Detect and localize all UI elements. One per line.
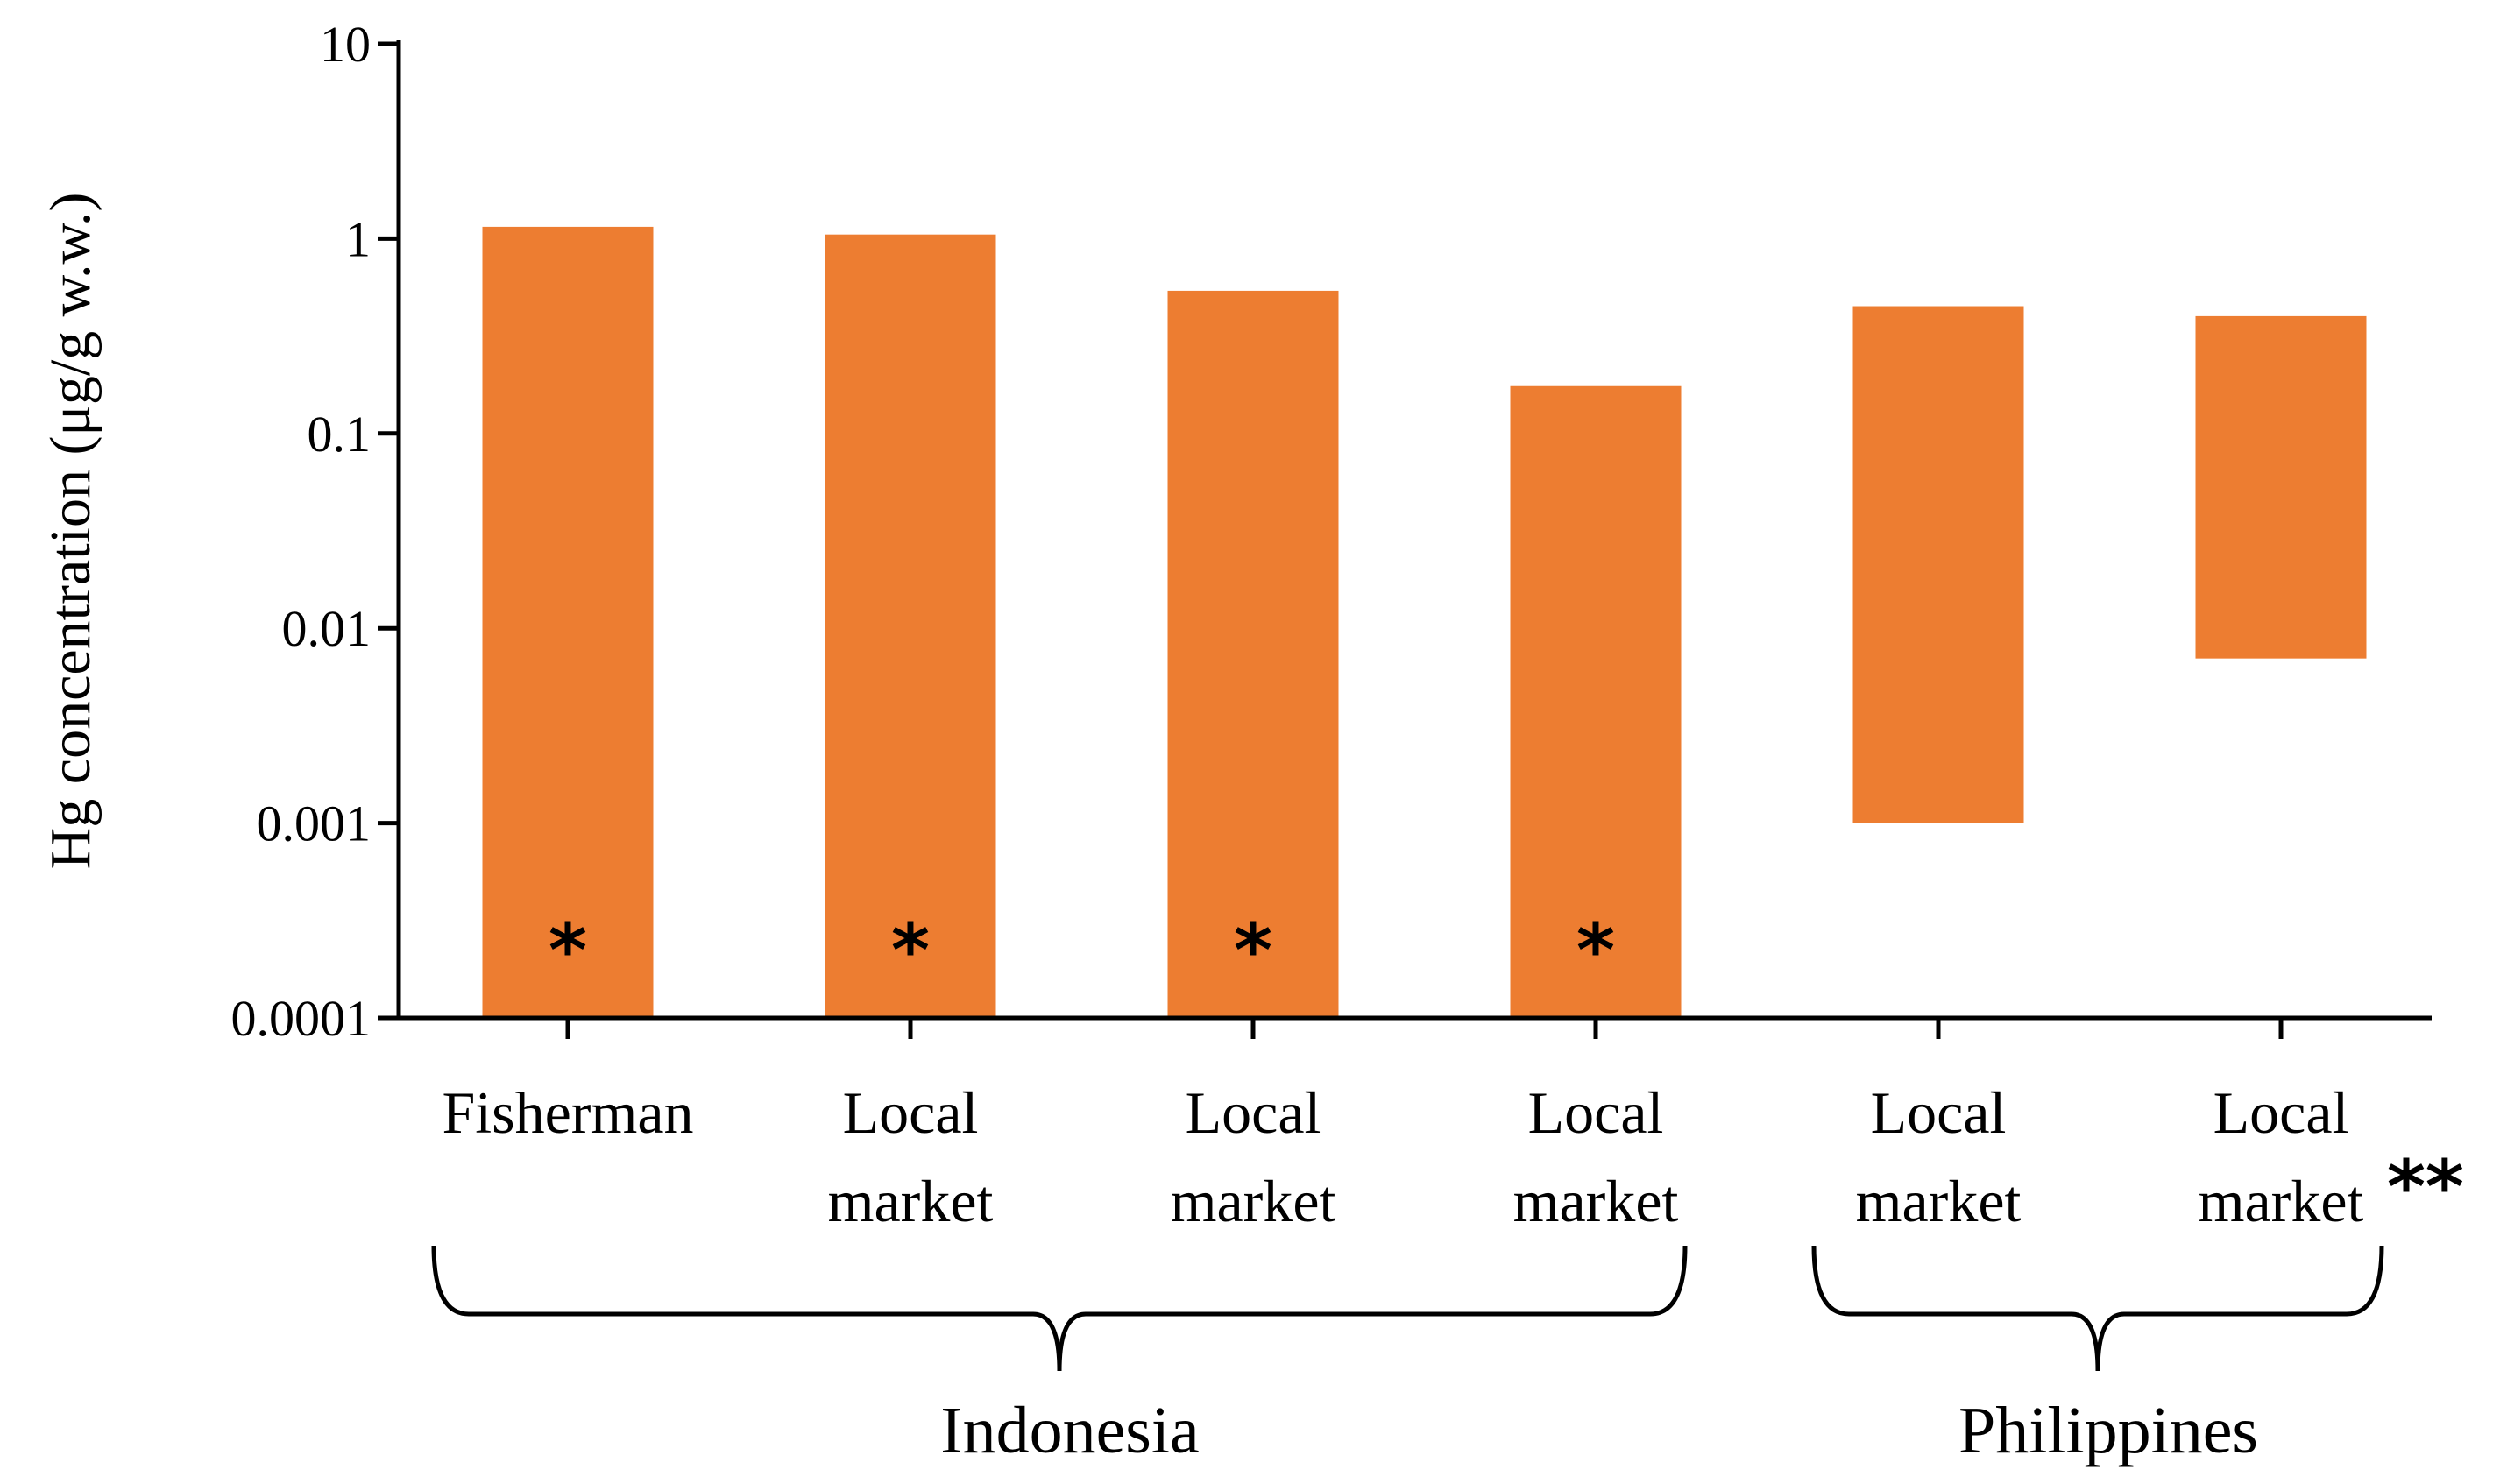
x-tick-label-line1: Local — [1528, 1079, 1664, 1146]
bar-5 — [1852, 306, 2024, 823]
bar-marker-3: * — [1234, 908, 1272, 993]
x-tick-label-line2: market — [828, 1168, 994, 1234]
bar-marker-4: * — [1576, 908, 1615, 993]
x-label-suffix-marker: ** — [2387, 1144, 2464, 1230]
y-tick-label: 0.1 — [308, 406, 372, 463]
x-tick-label-line1: Local — [2213, 1079, 2349, 1146]
x-tick-label-line1: Local — [843, 1079, 979, 1146]
group-label-1: Indonesia — [940, 1394, 1199, 1467]
x-axis: Fisherman Local market Local market Local mark… — [399, 1015, 2464, 1234]
y-tick-label: 10 — [320, 16, 371, 73]
bar-3 — [1167, 290, 1339, 1018]
group-brace-1 — [431, 1245, 1688, 1372]
group-brace-2 — [1811, 1245, 2384, 1372]
group-label-2: Philippines — [1958, 1394, 2258, 1467]
x-tick-label-line2: market — [1171, 1168, 1336, 1234]
x-tick-label-line1: Local — [1871, 1079, 2007, 1146]
bar-marker-2: * — [891, 908, 930, 993]
x-tick-label-line2: market — [1513, 1168, 1679, 1234]
y-tick-label: 1 — [345, 210, 371, 267]
bar-4 — [1510, 385, 1682, 1018]
y-axis: 0.0001 0.001 0.01 0.1 1 10 — [231, 16, 401, 1047]
x-tick-label-line1: Fisherman — [442, 1079, 693, 1146]
bar-6 — [2195, 315, 2367, 659]
y-tick-label: 0.0001 — [231, 990, 372, 1047]
y-tick-label: 0.001 — [257, 795, 372, 852]
group-braces: Indonesia Philippines — [431, 1245, 2384, 1467]
x-tick-label-line2: market — [1856, 1168, 2022, 1234]
bar-2 — [825, 234, 996, 1018]
bars: * * * * — [482, 226, 2367, 1019]
y-tick-label: 0.01 — [282, 600, 372, 657]
bar-1 — [482, 226, 654, 1019]
x-tick-label-line2: market — [2199, 1168, 2364, 1234]
x-tick-label-line1: Local — [1186, 1079, 1321, 1146]
y-axis-label: Hg concentration (μg/g w.w.) — [39, 193, 103, 870]
bar-marker-1: * — [549, 908, 587, 993]
